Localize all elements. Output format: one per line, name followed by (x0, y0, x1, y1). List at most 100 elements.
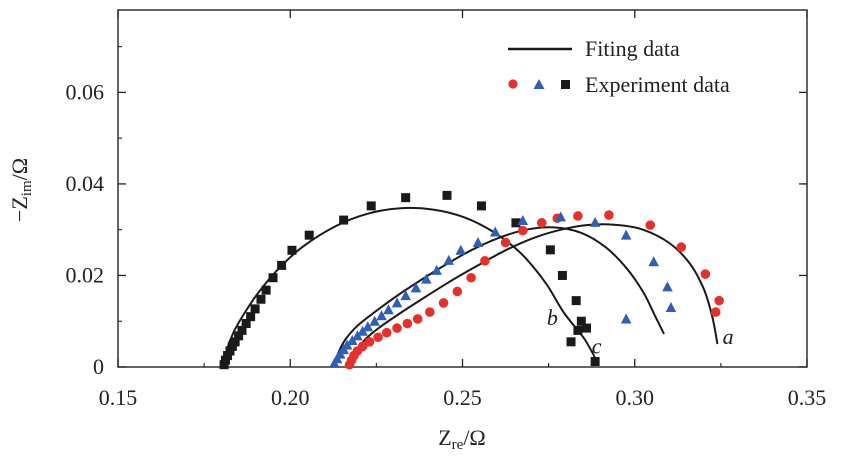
plot-frame (117, 9, 808, 368)
data-point-a (700, 269, 711, 279)
data-point-b (219, 360, 229, 370)
data-point-c (341, 339, 353, 350)
legend-triangle-marker (533, 79, 545, 89)
x-tick-label: 0.20 (271, 385, 310, 410)
data-point-b (223, 351, 233, 361)
fit-curves (223, 206, 719, 368)
data-point-c (352, 330, 363, 341)
data-point-b (268, 273, 278, 283)
x-axis-title: Zre/Ω (438, 425, 486, 453)
data-point-c (421, 273, 432, 284)
data-point-b (227, 341, 237, 351)
data-point-a (517, 225, 528, 236)
data-point-b (246, 312, 256, 322)
data-point-b (590, 357, 600, 367)
legend: Fiting data Experiment data (508, 36, 730, 97)
data-point-b (401, 193, 411, 203)
data-point-b (339, 215, 349, 225)
fit-curve-c (333, 226, 665, 368)
data-point-a (536, 218, 547, 228)
legend-square-marker (561, 80, 570, 89)
data-point-c (620, 313, 632, 324)
data-point-a (438, 298, 449, 308)
curve-label-a: a (723, 324, 734, 349)
data-point-a (392, 323, 402, 333)
data-point-a (480, 256, 490, 266)
x-tick-label: 0.35 (788, 385, 827, 410)
data-point-b (557, 270, 567, 280)
data-point-b (442, 190, 452, 200)
legend-circle-marker (508, 79, 518, 89)
data-point-b (573, 325, 583, 335)
data-point-b (277, 260, 287, 270)
data-point-b (576, 316, 586, 326)
data-point-b (230, 337, 240, 347)
data-point-c (410, 282, 422, 293)
data-point-b (220, 355, 230, 365)
data-point-a (424, 307, 435, 317)
data-point-a (357, 341, 368, 352)
data-point-b (566, 337, 576, 347)
data-point-a (604, 210, 614, 220)
data-point-b (511, 218, 521, 228)
data-point-a (373, 332, 383, 343)
y-tick-label: 0.02 (66, 262, 105, 287)
legend-experiment-label: Experiment data (585, 72, 730, 97)
data-point-a (710, 307, 721, 317)
data-point-c (489, 226, 501, 237)
data-point-a (402, 318, 413, 329)
data-point-a (573, 211, 583, 221)
x-tick-label: 0.25 (443, 385, 482, 410)
data-point-b (234, 331, 244, 341)
data-point-c (662, 281, 673, 292)
data-point-b (366, 201, 376, 211)
experiment-points (219, 190, 724, 370)
y-tick-labels: 0 0.02 0.04 0.06 (66, 79, 105, 379)
curve-label-c: c (592, 333, 602, 358)
data-point-c (369, 315, 380, 326)
data-point-c (362, 321, 374, 332)
data-point-c (620, 229, 632, 240)
data-point-c (346, 334, 358, 345)
x-tick-labels: 0.15 0.20 0.25 0.30 0.35 (99, 385, 827, 410)
data-point-a (645, 220, 656, 230)
curve-label-b: b (547, 305, 558, 330)
data-point-c (443, 254, 455, 265)
data-point-b (261, 285, 271, 295)
data-point-b (237, 325, 247, 335)
data-point-c (391, 297, 403, 308)
data-point-c (472, 237, 484, 248)
data-point-b (256, 294, 266, 304)
legend-fit-label: Fiting data (585, 36, 680, 61)
data-point-c (589, 216, 601, 227)
data-point-c (431, 264, 442, 275)
data-point-a (381, 327, 392, 338)
curve-labels: a b c (547, 305, 734, 358)
y-tick-label: 0.04 (66, 171, 105, 196)
data-point-a (452, 286, 463, 297)
data-point-c (648, 256, 659, 267)
data-point-c (455, 244, 467, 255)
data-point-b (241, 319, 251, 329)
data-point-a (466, 272, 476, 283)
data-point-b (571, 296, 581, 306)
y-axis-title: −Zim/Ω (7, 158, 35, 222)
data-point-c (357, 325, 368, 336)
data-point-a (412, 314, 423, 324)
data-point-a (500, 237, 511, 248)
data-point-b (225, 346, 235, 356)
data-point-b (582, 323, 592, 333)
data-point-c (376, 310, 387, 321)
data-point-c (665, 302, 677, 312)
data-point-a (714, 295, 724, 306)
x-tick-label: 0.15 (99, 385, 138, 410)
data-point-c (400, 290, 411, 301)
x-tick-label: 0.30 (616, 385, 655, 410)
y-tick-label: 0.06 (66, 79, 105, 104)
fit-curve-b (223, 206, 600, 368)
y-tick-label: 0 (93, 354, 104, 379)
data-point-a (364, 337, 375, 347)
data-point-b (287, 245, 297, 255)
axis-ticks (117, 10, 808, 368)
